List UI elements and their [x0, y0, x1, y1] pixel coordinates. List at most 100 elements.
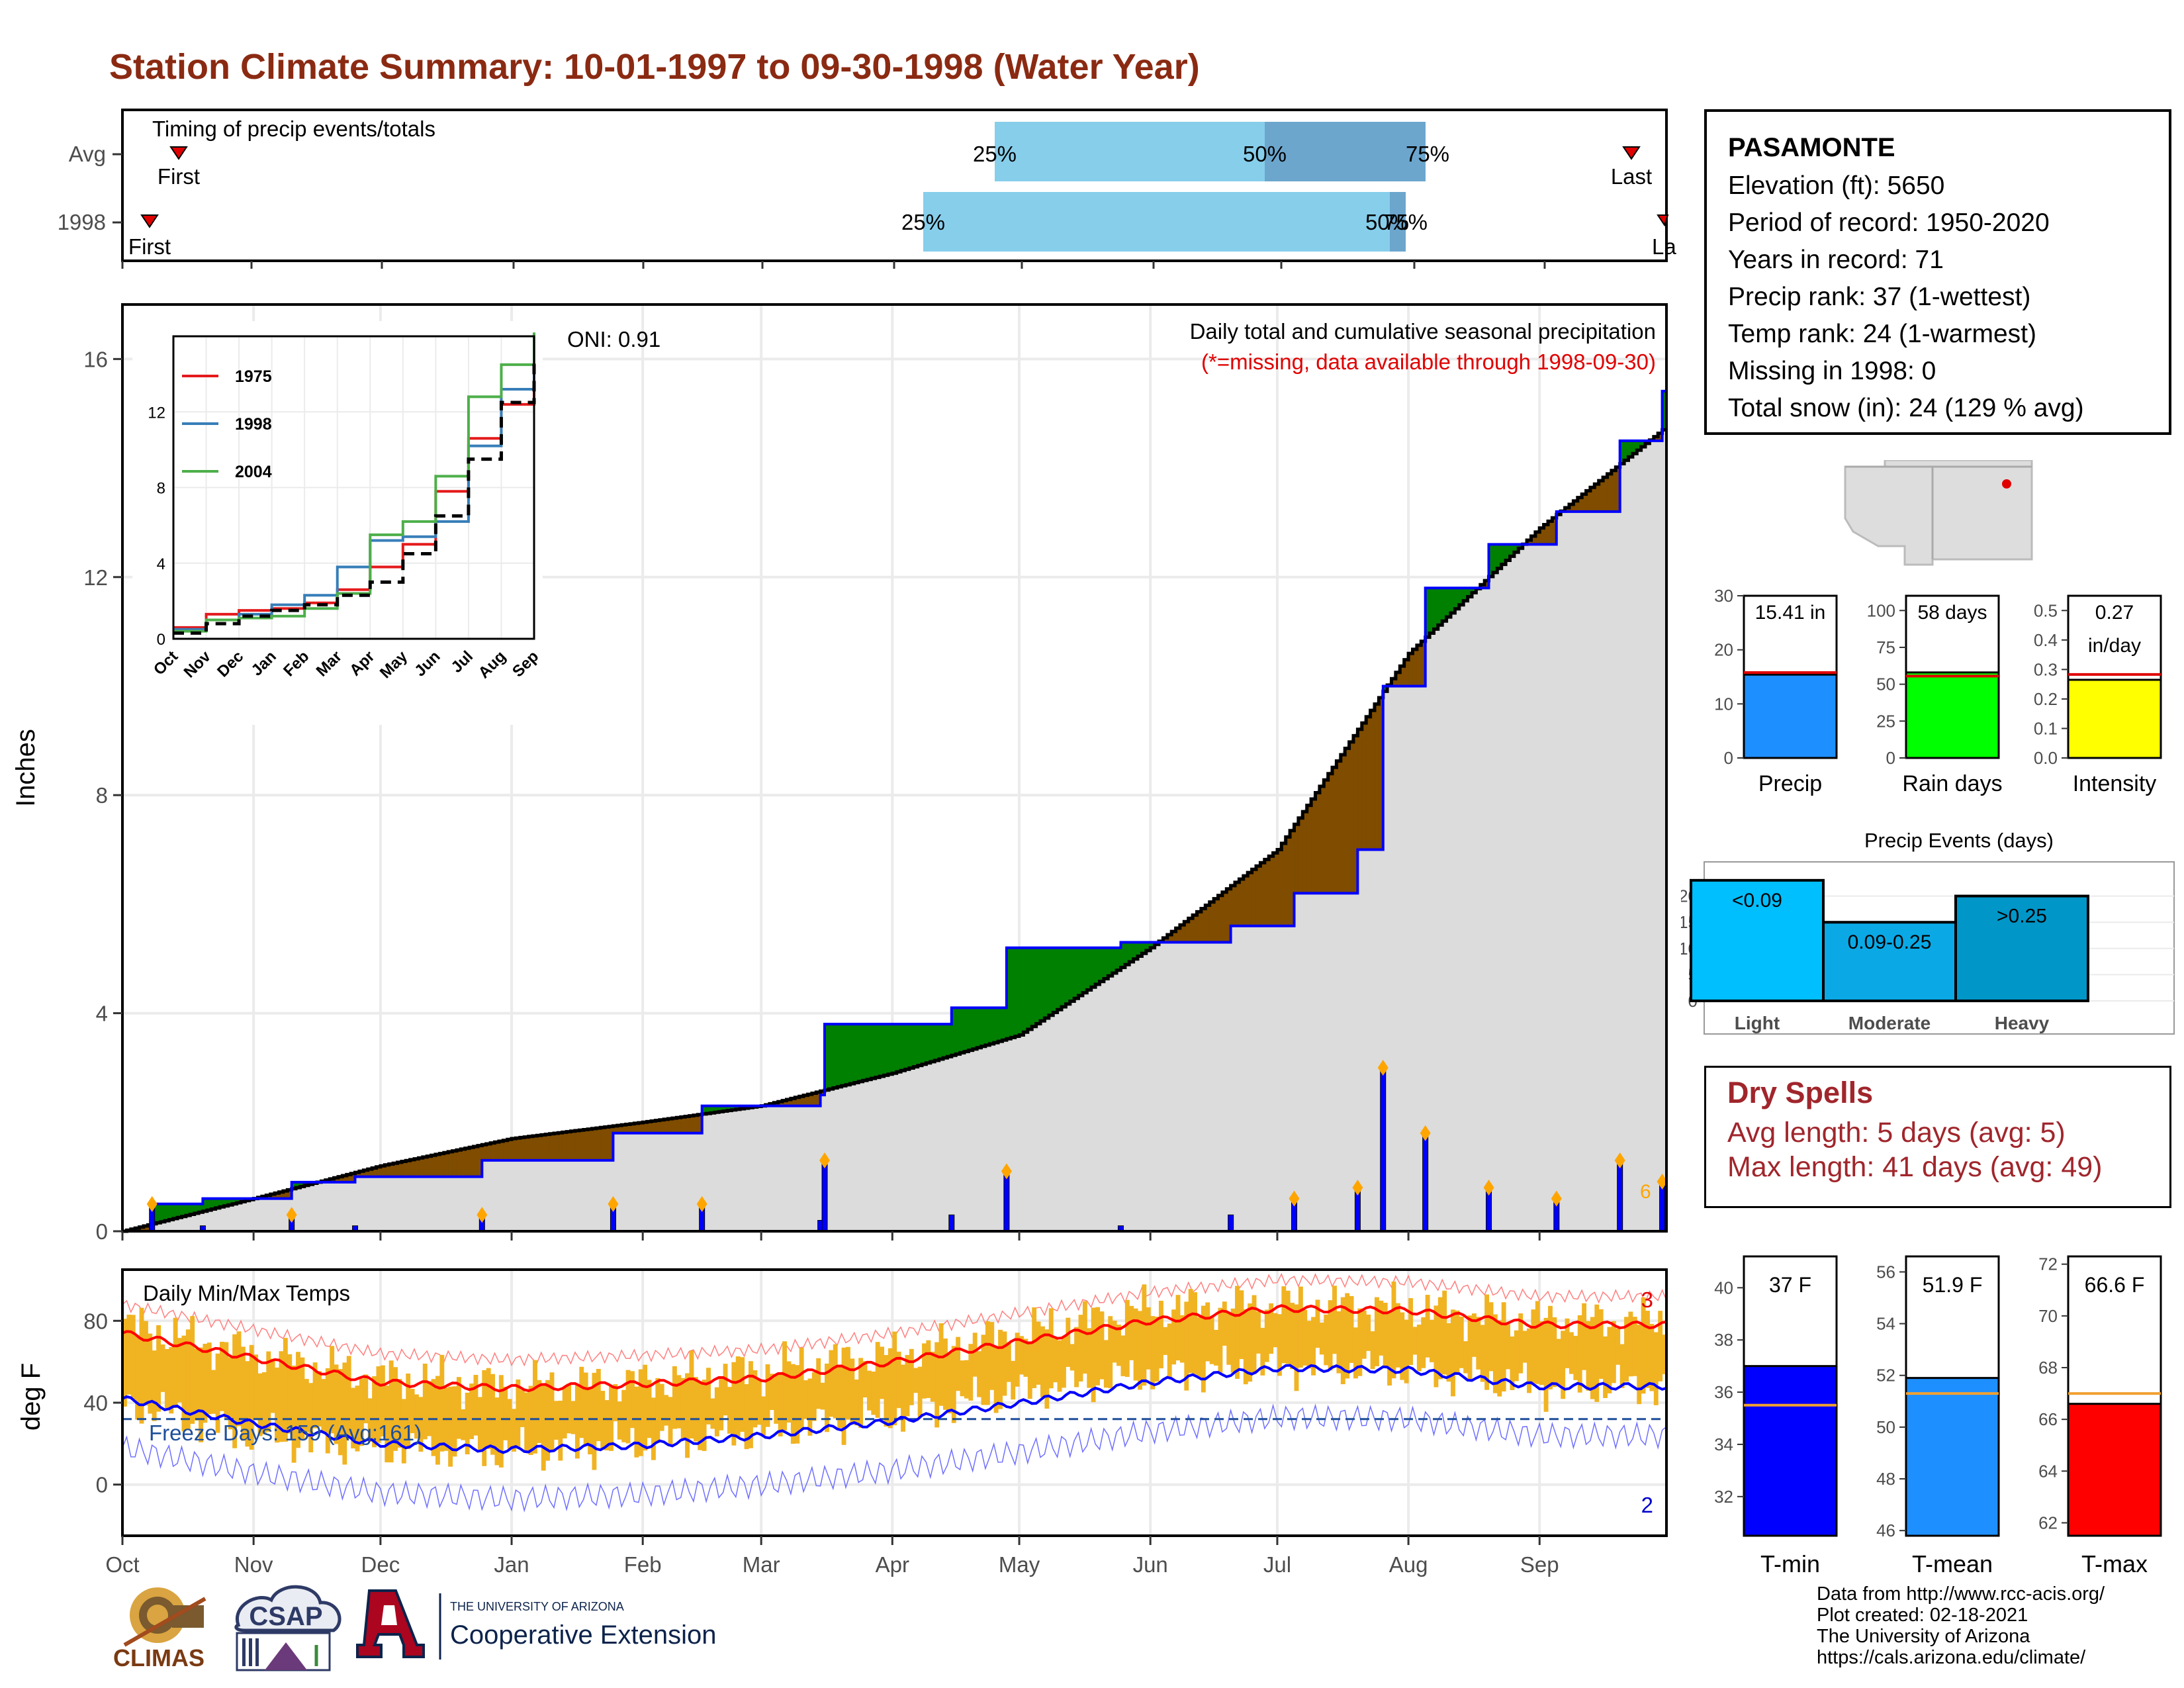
temp-ytick-label: 0	[96, 1473, 108, 1497]
deficit-fill	[482, 1145, 487, 1160]
daily-temp-bar	[330, 1346, 335, 1434]
surplus-fill	[1006, 947, 1011, 1039]
deficit-fill	[1573, 500, 1578, 512]
surplus-fill	[866, 1024, 872, 1080]
daily-temp-bar	[270, 1358, 275, 1413]
daily-temp-bar	[1015, 1333, 1020, 1387]
surplus-fill	[1619, 440, 1625, 464]
deficit-fill	[1205, 905, 1210, 943]
deficit-fill	[1269, 856, 1274, 926]
deficit-fill	[469, 1147, 475, 1177]
temp-chart: 0 40 80 Daily Min/Max Temps deg F Freeze D…	[17, 1268, 1668, 1577]
daily-temp-bar	[1023, 1338, 1028, 1377]
deficit-fill	[494, 1142, 500, 1160]
daily-temp-bar	[634, 1386, 639, 1458]
daily-temp-bar	[740, 1357, 745, 1432]
daily-temp-bar	[905, 1354, 910, 1417]
deficit-fill	[507, 1139, 512, 1160]
daily-temp-bar	[257, 1373, 263, 1436]
deficit-fill	[1201, 908, 1206, 943]
surplus-fill	[1027, 947, 1032, 1030]
daily-temp-bar	[989, 1322, 995, 1390]
deficit-fill	[1598, 481, 1604, 512]
deficit-fill	[811, 1093, 817, 1106]
observed-cumulative-line	[122, 389, 1666, 1233]
surplus-fill	[884, 1024, 889, 1076]
daily-temp-bar	[469, 1383, 475, 1440]
daily-temp-bar	[431, 1379, 436, 1456]
deficit-fill	[1400, 666, 1405, 686]
daily-temp-bar	[185, 1329, 191, 1430]
deficit-fill	[503, 1140, 508, 1160]
surplus-fill	[993, 1008, 999, 1043]
daily-temp-bar	[1040, 1326, 1045, 1397]
surplus-fill	[173, 1203, 178, 1219]
daily-temp-bar	[156, 1325, 161, 1412]
deficit-fill	[1167, 935, 1172, 943]
surplus-fill	[1459, 588, 1464, 605]
deficit-fill	[1404, 659, 1409, 686]
daily-temp-bar	[1539, 1321, 1545, 1385]
daily-precip-marker	[1657, 1174, 1668, 1190]
daily-temp-bar	[334, 1364, 339, 1444]
temp-stat-1-ytick-label: 56	[1876, 1262, 1895, 1282]
station-info-line: Missing in 1998: 0	[1728, 357, 1936, 385]
temp-label: Daily Min/Max Temps	[143, 1281, 350, 1305]
daily-temp-bar	[1179, 1315, 1185, 1363]
precip-events-chart: Precip Events (days) 05101520<0.09Light0…	[1681, 829, 2175, 1035]
deficit-fill	[283, 1191, 288, 1199]
current-p25-label: 25%	[901, 210, 945, 234]
surplus-fill	[917, 1024, 923, 1066]
temp-bottom-count: 2	[1641, 1493, 1653, 1517]
daily-temp-bar	[211, 1370, 216, 1414]
daily-temp-bar	[194, 1348, 199, 1421]
daily-precip-bar	[821, 1160, 828, 1232]
deficit-fill	[583, 1129, 588, 1160]
daily-temp-bar	[1336, 1311, 1342, 1374]
daily-temp-bar	[913, 1368, 919, 1393]
surplus-fill	[1002, 1008, 1007, 1041]
daily-temp-bar	[884, 1354, 889, 1427]
daily-temp-bar	[1408, 1298, 1413, 1365]
daily-temp-bar	[199, 1347, 203, 1442]
surplus-fill	[1074, 947, 1079, 999]
deficit-fill	[1658, 433, 1663, 441]
deficit-fill	[1281, 843, 1287, 926]
avg-last-label: Last	[1611, 164, 1652, 189]
deficit-fill	[1222, 892, 1227, 943]
daily-temp-bar	[756, 1379, 762, 1425]
surplus-fill	[1492, 544, 1498, 573]
daily-temp-bar	[520, 1389, 525, 1427]
daily-temp-bar	[761, 1396, 766, 1436]
daily-temp-bar	[1573, 1335, 1578, 1380]
daily-temp-bar	[503, 1386, 508, 1440]
daily-temp-bar	[731, 1362, 737, 1446]
daily-precip-marker	[1483, 1180, 1494, 1196]
surplus-fill	[215, 1198, 220, 1208]
surplus-fill	[185, 1203, 191, 1216]
daily-temp-bar	[1586, 1321, 1591, 1391]
surplus-fill	[1497, 544, 1502, 569]
daily-temp-bar	[224, 1342, 229, 1418]
daily-temp-bar	[1167, 1323, 1172, 1378]
precip-stat-0-ytick-label: 0	[1724, 748, 1733, 768]
daily-precip-marker	[819, 1152, 831, 1168]
surplus-fill	[203, 1198, 208, 1211]
surplus-fill	[880, 1024, 885, 1076]
deficit-fill	[1531, 536, 1536, 545]
temp-xtick-label: Mar	[743, 1552, 780, 1577]
surplus-fill	[1044, 947, 1050, 1019]
current-bar-25-50	[923, 192, 1390, 252]
deficit-fill	[680, 1117, 686, 1133]
daily-temp-bar	[638, 1369, 643, 1456]
inset-ytick-label: 12	[148, 404, 165, 422]
surplus-fill	[871, 1024, 876, 1079]
surplus-fill	[1506, 544, 1511, 561]
deficit-fill	[359, 1171, 364, 1177]
deficit-fill	[807, 1094, 813, 1106]
credit-line: The University of Arizona	[1817, 1626, 2030, 1647]
surplus-fill	[206, 1198, 212, 1211]
daily-temp-bar	[1273, 1313, 1278, 1348]
surplus-fill	[1019, 947, 1024, 1035]
